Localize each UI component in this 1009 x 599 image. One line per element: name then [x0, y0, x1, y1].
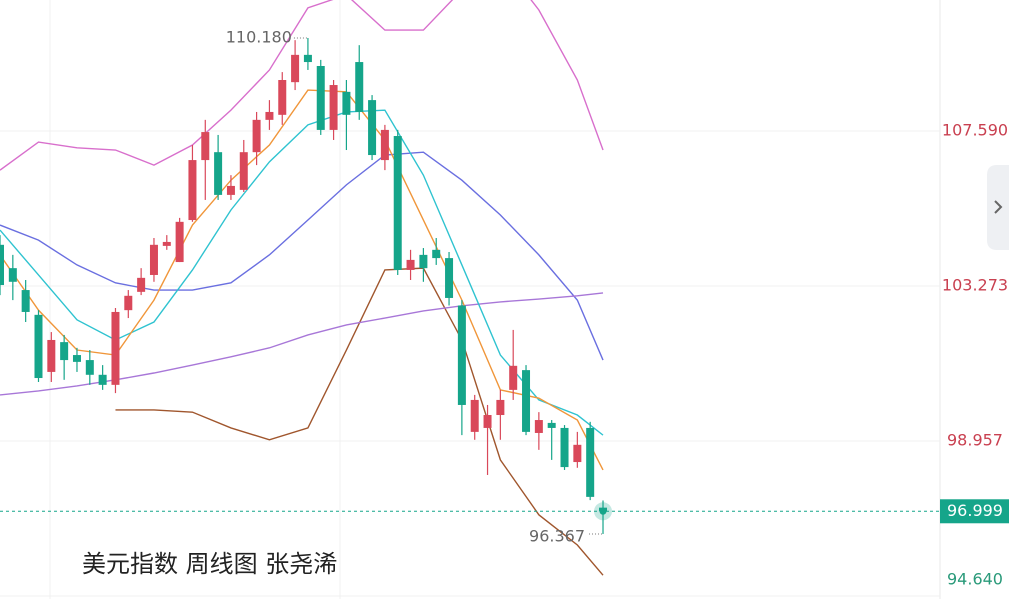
candle-body	[60, 342, 69, 361]
candle-body	[547, 422, 556, 428]
indicator-line	[0, 0, 604, 171]
indicator-line	[0, 89, 604, 471]
candles	[0, 37, 608, 534]
y-tick-label: 98.957	[947, 430, 1003, 449]
candle-body	[342, 91, 351, 115]
candle-body	[483, 415, 492, 428]
candle-body	[406, 259, 415, 270]
candle-body	[445, 258, 454, 298]
candle-body	[0, 244, 4, 286]
candle-body	[175, 221, 184, 263]
candle-body	[291, 54, 300, 83]
candle-body	[573, 444, 582, 463]
candle-body	[124, 295, 133, 311]
candle-body	[111, 311, 120, 385]
candle-body	[34, 314, 43, 379]
candle-body	[586, 427, 595, 497]
candle-body	[496, 399, 505, 416]
y-tick-label: 103.273	[942, 275, 1008, 294]
candle-body	[21, 290, 30, 312]
last-price-dot	[599, 507, 607, 515]
candle-body	[137, 277, 146, 292]
candle-body	[355, 62, 364, 112]
grid	[0, 130, 940, 597]
high-label: 110.180	[226, 27, 292, 46]
y-tick-label: 107.590	[942, 120, 1008, 139]
candle-body	[72, 355, 81, 362]
last-price-label: 96.999	[947, 501, 1003, 520]
low-label: 96.367	[529, 526, 585, 545]
last-price-box	[940, 499, 1009, 524]
candle-body	[419, 254, 428, 269]
expand-button[interactable]	[987, 165, 1009, 250]
candle-body	[239, 152, 248, 190]
candle-body	[162, 241, 171, 246]
overlay: 110.180 96.367 96.999	[0, 27, 1009, 545]
candle-body	[316, 65, 325, 130]
candle-body	[201, 132, 210, 161]
y-tick-label: 94.640	[947, 570, 1003, 589]
candle-body	[432, 249, 441, 259]
candle-body	[226, 185, 235, 195]
candle-body	[252, 119, 261, 153]
candle-body	[303, 54, 312, 63]
candle-body	[393, 136, 402, 270]
candle-body	[560, 427, 569, 468]
candle-body	[329, 85, 338, 130]
indicator-line	[115, 267, 604, 576]
candle-body	[534, 420, 543, 433]
candle-body	[509, 365, 518, 390]
candle-body	[188, 160, 197, 221]
candle-body	[470, 399, 479, 432]
candle-body	[98, 374, 107, 385]
candle-body	[265, 111, 274, 120]
chart-title: 美元指数 周线图 张尧浠	[82, 550, 337, 578]
candle-body	[278, 80, 287, 115]
indicator-line	[0, 151, 604, 361]
candle-body	[214, 152, 223, 195]
candle-body	[8, 268, 17, 282]
candle-body	[149, 244, 158, 275]
candle-body	[380, 129, 389, 161]
candle-body	[522, 370, 531, 432]
indicator-lines	[0, 0, 604, 576]
candle-body	[47, 339, 56, 372]
candle-body	[368, 100, 377, 156]
candle-body	[457, 305, 466, 405]
candle-body	[85, 360, 94, 375]
